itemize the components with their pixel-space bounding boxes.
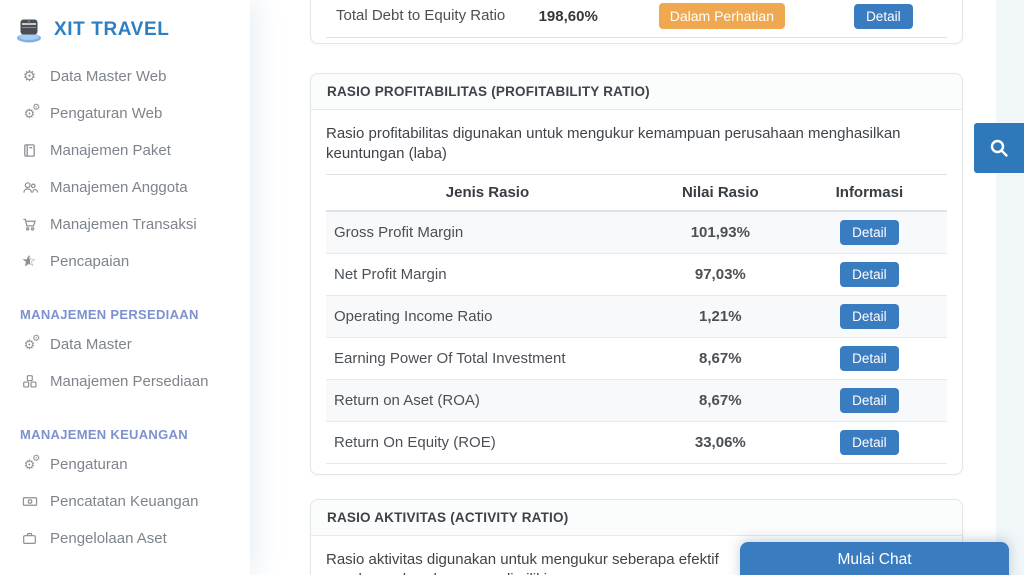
- gear-icon: ⚙: [22, 68, 37, 85]
- sidebar-item-manajemen-transaksi[interactable]: Manajemen Transaksi: [0, 206, 250, 243]
- sidebar-item-manajemen-anggota[interactable]: Manajemen Anggota: [0, 169, 250, 206]
- ratio-value: 198,60%: [538, 7, 598, 25]
- table-row: Gross Profit Margin 101,93% Detail: [326, 211, 947, 254]
- ratio-name: Return On Equity (ROE): [326, 421, 649, 464]
- sidebar-item-pengaturan[interactable]: ⚙ ⚙ Pengaturan: [0, 446, 250, 483]
- card-description-line2: segala sumber daya yang dimiliki: [326, 570, 947, 575]
- brand-logo-icon: [14, 15, 44, 45]
- sidebar-item-pencapaian[interactable]: ☆ ★ Pencapaian: [0, 243, 250, 280]
- table-row: Net Profit Margin 97,03% Detail: [326, 253, 947, 296]
- sidebar-item-pengaturan-web[interactable]: ⚙ ⚙ Pengaturan Web: [0, 95, 250, 132]
- column-header-nilai-rasio: Nilai Rasio: [648, 174, 792, 212]
- solvency-ratio-card: Total Debt to Equity Ratio 198,60% Dalam…: [310, 0, 963, 44]
- ratio-name: Total Debt to Equity Ratio: [336, 7, 506, 24]
- sidebar-item-pencatatan-keuangan[interactable]: Pencatatan Keuangan: [0, 483, 250, 520]
- table-header-row: Jenis Rasio Nilai Rasio Informasi: [326, 174, 947, 212]
- table-row: Operating Income Ratio 1,21% Detail: [326, 295, 947, 338]
- card-description-line1: Rasio aktivitas digunakan untuk mengukur…: [326, 551, 719, 568]
- start-chat-button[interactable]: Mulai Chat: [740, 542, 1009, 575]
- sidebar-item-label: Pencapaian: [50, 253, 130, 270]
- sidebar-item-label: Data Master Web: [50, 68, 167, 85]
- star-half-icon: ☆ ★: [21, 253, 37, 270]
- brand-name: XIT TRAVEL: [54, 19, 170, 40]
- ratio-name: Net Profit Margin: [326, 253, 649, 296]
- sidebar-item-label: Pengaturan Web: [50, 105, 163, 122]
- sidebar-item-data-master[interactable]: ⚙ ⚙ Data Master: [0, 326, 250, 363]
- sidebar-item-label: Manajemen Anggota: [50, 179, 188, 196]
- sidebar-menu: ⚙ Data Master Web ⚙ ⚙ Pengaturan Web Mana…: [0, 53, 250, 557]
- detail-button[interactable]: Detail: [840, 388, 899, 413]
- right-panel-edge: [996, 0, 1024, 575]
- table-row: Earning Power Of Total Investment 8,67% …: [326, 337, 947, 380]
- status-badge: Dalam Perhatian: [658, 3, 785, 29]
- card-description: Rasio profitabilitas digunakan untuk men…: [326, 125, 901, 162]
- cubes-icon: [20, 374, 39, 389]
- sidebar: XIT TRAVEL ⚙ Data Master Web ⚙ ⚙ Pengatur…: [0, 0, 250, 575]
- sidebar-item-label: Pengaturan: [50, 456, 128, 473]
- start-chat-label: Mulai Chat: [837, 551, 912, 568]
- sidebar-item-manajemen-paket[interactable]: Manajemen Paket: [0, 132, 250, 169]
- sidebar-item-data-master-web[interactable]: ⚙ Data Master Web: [0, 58, 250, 95]
- card-title: RASIO PROFITABILITAS (PROFITABILITY RATI…: [311, 74, 962, 110]
- sidebar-item-label: Data Master: [50, 336, 132, 353]
- ratio-value: 33,06%: [648, 421, 792, 464]
- ratio-value: 1,21%: [648, 295, 792, 338]
- detail-button[interactable]: Detail: [840, 262, 899, 287]
- sidebar-item-label: Pencatatan Keuangan: [50, 493, 199, 510]
- gears-icon: ⚙ ⚙: [23, 333, 41, 352]
- detail-button[interactable]: Detail: [840, 430, 899, 455]
- card-title: RASIO AKTIVITAS (ACTIVITY RATIO): [311, 500, 962, 536]
- search-button[interactable]: [974, 123, 1024, 173]
- sidebar-section-manajemen-keuangan: MANAJEMEN KEUANGAN: [20, 427, 188, 442]
- search-icon: [987, 136, 1011, 160]
- gears-icon: ⚙ ⚙: [23, 453, 41, 472]
- ratio-name: Earning Power Of Total Investment: [326, 337, 649, 380]
- main-content: Total Debt to Equity Ratio 198,60% Dalam…: [310, 0, 963, 575]
- brand[interactable]: XIT TRAVEL: [0, 0, 250, 53]
- ratio-value: 101,93%: [648, 211, 792, 254]
- sidebar-item-label: Manajemen Paket: [50, 142, 171, 159]
- detail-button[interactable]: Detail: [854, 3, 913, 29]
- sidebar-item-label: Manajemen Persediaan: [50, 373, 209, 390]
- ratio-name: Gross Profit Margin: [326, 211, 649, 254]
- ratio-value: 8,67%: [648, 337, 792, 380]
- profitability-table: Jenis Rasio Nilai Rasio Informasi Gross …: [326, 174, 947, 464]
- detail-button[interactable]: Detail: [840, 346, 899, 371]
- sidebar-section-manajemen-persediaan: MANAJEMEN PERSEDIAAN: [20, 307, 199, 322]
- table-row: Return On Equity (ROE) 33,06% Detail: [326, 421, 947, 464]
- detail-button[interactable]: Detail: [840, 220, 899, 245]
- table-row: Return on Aset (ROA) 8,67% Detail: [326, 379, 947, 422]
- shopping-cart-icon: [20, 217, 39, 232]
- ratio-name: Operating Income Ratio: [326, 295, 649, 338]
- ratio-name: Return on Aset (ROA): [326, 379, 649, 422]
- table-row: Total Debt to Equity Ratio 198,60% Dalam…: [326, 0, 947, 38]
- users-icon: [20, 180, 39, 195]
- sidebar-item-label: Manajemen Transaksi: [50, 216, 197, 233]
- briefcase-icon: [20, 531, 39, 546]
- ratio-value: 8,67%: [648, 379, 792, 422]
- profitability-ratio-card: RASIO PROFITABILITAS (PROFITABILITY RATI…: [310, 73, 963, 475]
- gears-icon: ⚙ ⚙: [23, 102, 41, 121]
- detail-button[interactable]: Detail: [840, 304, 899, 329]
- column-header-informasi: Informasi: [791, 174, 947, 212]
- money-bill-icon: [20, 494, 39, 509]
- sidebar-item-pengelolaan-aset[interactable]: Pengelolaan Aset: [0, 520, 250, 557]
- book-icon: [20, 143, 39, 158]
- ratio-value: 97,03%: [648, 253, 792, 296]
- sidebar-item-label: Pengelolaan Aset: [50, 530, 167, 547]
- column-header-jenis-rasio: Jenis Rasio: [326, 174, 649, 212]
- sidebar-item-manajemen-persediaan[interactable]: Manajemen Persediaan: [0, 363, 250, 400]
